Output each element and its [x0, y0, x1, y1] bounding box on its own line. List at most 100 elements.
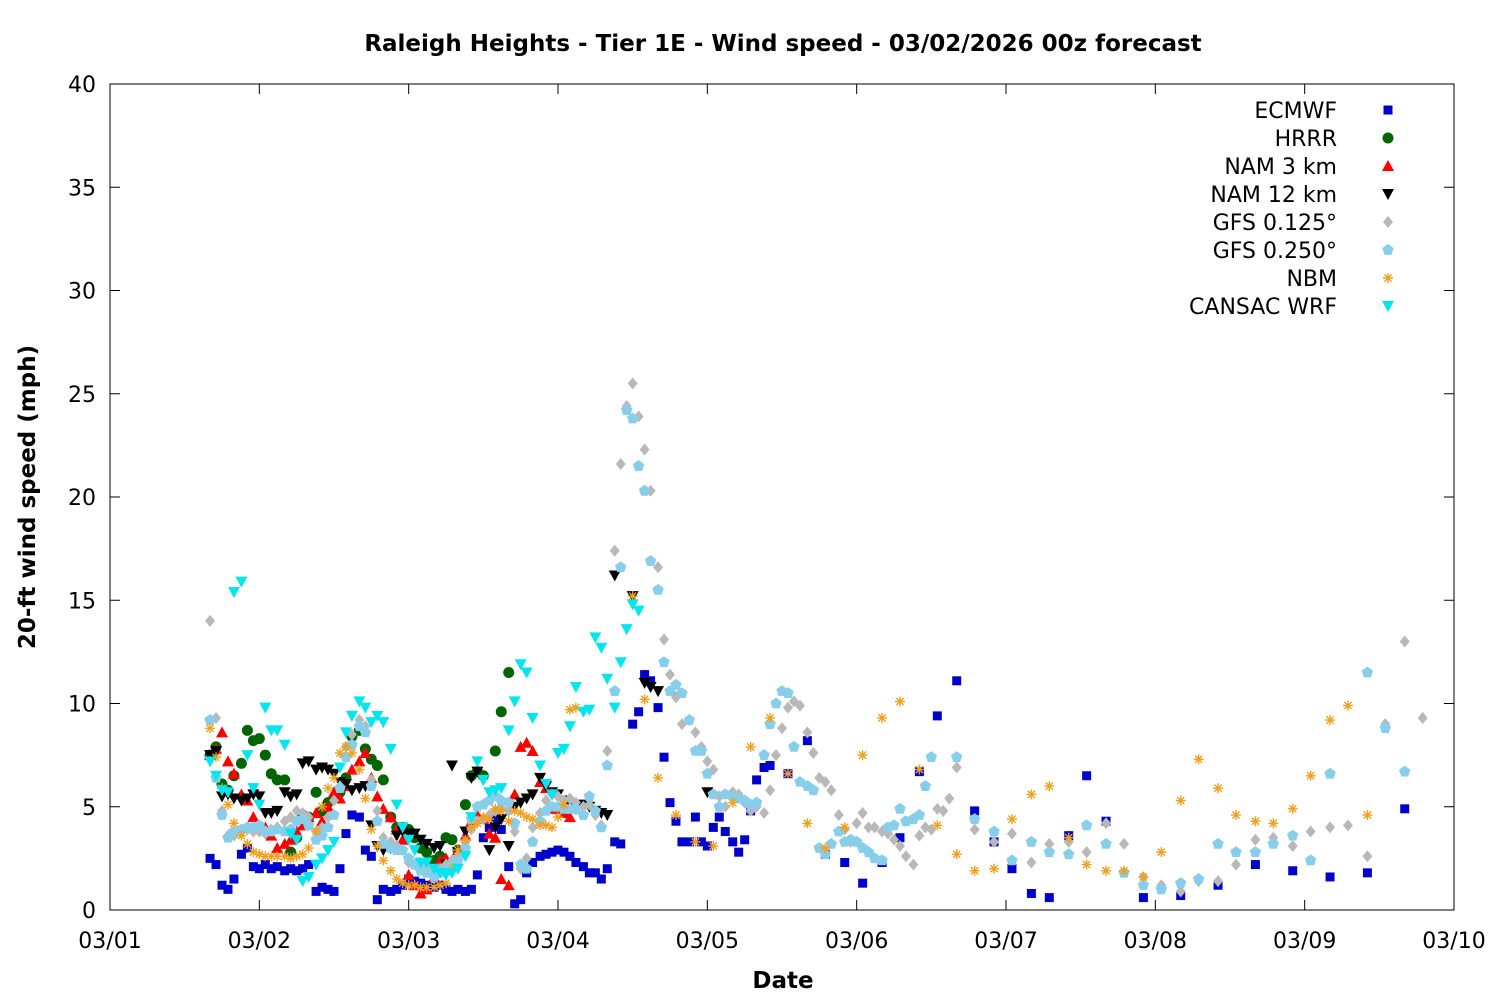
ecmwf-point [266, 864, 276, 874]
ecmwf-point [610, 837, 620, 847]
gfs-0-250-point [807, 784, 820, 796]
gfs-0-250-point [632, 460, 645, 471]
gfs-0-250-point [683, 714, 696, 725]
gfs-0-125-point [509, 825, 520, 838]
cansac-wrf-point [534, 760, 547, 772]
gfs-0-250-point [526, 835, 539, 847]
nbm-point [951, 849, 962, 860]
nam-12-km-point [495, 814, 508, 826]
series-ecmwf [205, 670, 1410, 909]
gfs-0-250-point [397, 844, 409, 855]
gfs-0-125-point [602, 744, 613, 757]
gfs-0-125-point [1325, 821, 1336, 834]
gfs-0-250-point [570, 802, 582, 814]
cansac-wrf-point [235, 576, 248, 588]
nbm-point [1101, 865, 1112, 876]
nam-12-km-point [483, 845, 496, 857]
ecmwf-point [1082, 771, 1092, 781]
gfs-0-250-point [670, 678, 682, 690]
hrrr-point [253, 733, 265, 745]
cansac-wrf-point [253, 799, 266, 811]
ecmwf-point [840, 858, 850, 868]
cansac-wrf-point [247, 783, 260, 795]
hrrr-point [310, 786, 322, 798]
nbm-point [1268, 818, 1279, 829]
ecmwf-point [311, 886, 321, 896]
gfs-0-125-point [615, 457, 626, 470]
hrrr-point [446, 834, 458, 846]
legend: ECMWF HRRR NAM 3 km NAM 12 km GFS 0.125° GFS … [1189, 99, 1394, 320]
ecmwf-point [759, 763, 769, 773]
cansac-wrf-point [526, 712, 539, 724]
ecmwf-point [1026, 888, 1036, 898]
nbm-point [441, 878, 451, 889]
nbm-point [690, 836, 701, 847]
cansac-wrf-point [345, 710, 358, 722]
nam-12-km-point [608, 570, 621, 582]
ecmwf-point [596, 874, 606, 884]
ecmwf-point [366, 851, 376, 861]
gfs-0-250-point [676, 687, 688, 698]
gfs-0-250-point [1304, 854, 1317, 866]
cansac-wrf-point [290, 834, 303, 846]
ecmwf-point [510, 899, 520, 909]
cansac-wrf-point [365, 717, 378, 729]
nam-12-km-point [652, 686, 665, 698]
cansac-wrf-point [333, 762, 346, 774]
ecmwf-point [802, 736, 812, 746]
nbm-point [329, 772, 339, 783]
nbm-point [627, 591, 638, 602]
x-tick-label: 03/08 [1124, 929, 1187, 954]
nam-3-km-point [526, 744, 539, 756]
ecmwf-point [571, 858, 581, 868]
axis-ticks: 03/01 03/02 03/03 03/04 03/05 03/06 03/07 03/08… [68, 73, 1486, 954]
gfs-0-125-point [944, 792, 955, 805]
ecmwf-point [354, 812, 364, 822]
hrrr-point [241, 724, 253, 736]
ecmwf-point [696, 837, 706, 847]
gfs-0-125-point [765, 784, 776, 797]
nbm-point [334, 748, 345, 759]
gfs-0-250-point [695, 745, 708, 756]
cansac-wrf-point [390, 799, 403, 811]
cansac-wrf-point [296, 876, 309, 888]
nbm-point [1193, 754, 1204, 765]
nam-3-km-point [508, 788, 521, 800]
nam-3-km-point [520, 736, 533, 748]
gfs-0-250-point [988, 825, 1000, 837]
ecmwf-point [628, 719, 638, 729]
gfs-0-125-point [914, 829, 925, 842]
legend-marker-hrrr [1382, 132, 1394, 144]
cansac-wrf-point [546, 789, 559, 801]
cansac-wrf-point [552, 748, 564, 760]
cansac-wrf-point [459, 851, 472, 863]
cansac-wrf-point [328, 836, 340, 848]
nbm-point [311, 826, 322, 837]
nbm-point [547, 822, 558, 833]
ecmwf-point [211, 860, 221, 870]
gfs-0-250-point [403, 852, 415, 864]
nam-3-km-point [396, 833, 409, 845]
gfs-0-250-point [253, 819, 265, 831]
nam-12-km-point [322, 764, 335, 776]
gfs-0-125-point [808, 747, 819, 760]
cansac-wrf-point [302, 871, 315, 883]
ecmwf-point [565, 851, 575, 861]
nbm-point [558, 799, 569, 810]
y-axis-label: 20-ft wind speed (mph) [15, 345, 41, 649]
ecmwf-point [584, 868, 594, 878]
ecmwf-point [765, 760, 775, 770]
ecmwf-point [496, 824, 506, 834]
cansac-wrf-point [316, 853, 329, 865]
gfs-0-250-point [862, 846, 875, 857]
y-tick-label: 25 [68, 383, 96, 408]
cansac-wrf-point [210, 770, 223, 782]
ecmwf-point [447, 886, 457, 896]
nbm-point [727, 797, 738, 808]
gfs-0-125-point [372, 804, 383, 817]
nbm-point [708, 840, 719, 851]
ecmwf-point [1288, 866, 1298, 876]
cansac-wrf-point [445, 867, 458, 879]
legend-marker-cansac-wrf [1382, 301, 1394, 312]
